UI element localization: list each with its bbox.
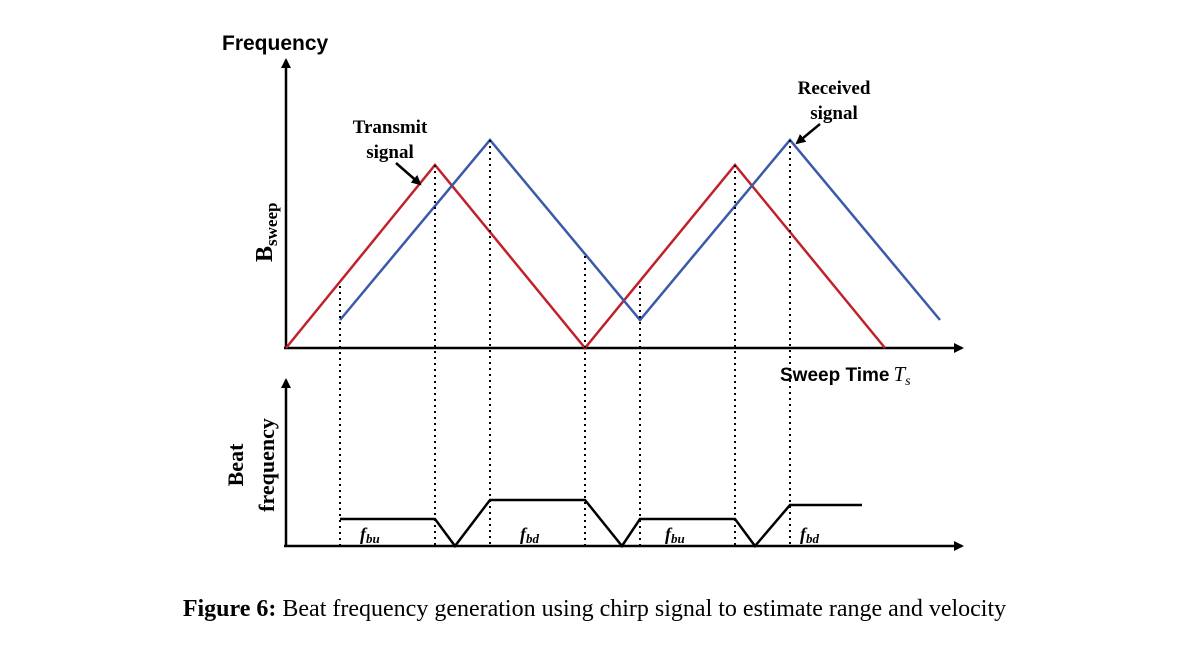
transmit-label-line1: Transmit <box>353 117 428 138</box>
received-label-line1: Received <box>798 78 871 99</box>
segment-f: f <box>360 524 368 544</box>
figure-caption: Figure 6: Beat frequency generation usin… <box>0 596 1189 623</box>
sweep-time-text: Sweep Time <box>780 365 889 386</box>
segment-sub: bd <box>806 531 820 546</box>
sweep-time-symbol-sub: s <box>905 374 911 389</box>
transmit-label-line2: signal <box>366 142 414 163</box>
caption-text: Beat frequency generation using chirp si… <box>282 596 1007 622</box>
sweep-time-symbol: T <box>893 362 906 386</box>
dotted-guides <box>339 140 791 546</box>
received-label-line2: signal <box>810 103 858 124</box>
segment-f: f <box>665 524 673 544</box>
frequency-axis-label: Frequency <box>222 32 329 55</box>
beat-frequency-line <box>340 498 862 549</box>
segment-f: f <box>520 524 528 544</box>
received-pointer-arrow <box>795 123 821 145</box>
bsweep-side-label: Bsweep <box>252 203 281 262</box>
caption-label: Figure 6: <box>182 596 277 622</box>
beat-label-line2: frequency <box>254 418 279 512</box>
segment-label-fbu-1: fbu <box>360 524 380 546</box>
segment-f: f <box>800 524 808 544</box>
segment-label-fbu-2: fbu <box>665 524 685 546</box>
segment-sub: bu <box>366 531 380 546</box>
bsweep-sub: sweep <box>262 203 281 246</box>
transmit-pointer-arrow <box>395 162 422 186</box>
segment-sub: bd <box>526 531 540 546</box>
received-signal-line <box>339 138 941 322</box>
segment-label-fbd-1: fbd <box>520 524 540 546</box>
segment-sub: bu <box>671 531 685 546</box>
segment-label-fbd-2: fbd <box>800 524 820 546</box>
beat-label-line1: Beat <box>223 443 248 486</box>
sweep-time-label: Sweep Time Ts <box>780 362 911 389</box>
bsweep-main: B <box>252 246 278 262</box>
